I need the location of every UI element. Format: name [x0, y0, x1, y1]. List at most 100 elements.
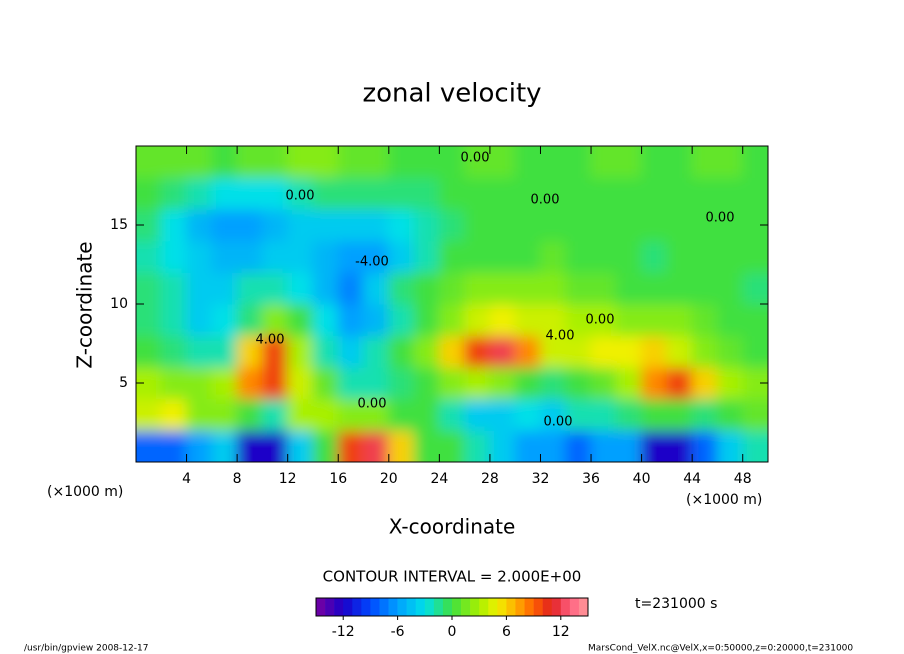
field-cell [186, 366, 213, 400]
field-cell [261, 177, 289, 210]
field-cell [742, 398, 768, 431]
field-cell [413, 429, 440, 462]
field-cell [615, 429, 643, 462]
field-cell [363, 398, 390, 431]
field-cell [539, 146, 567, 179]
colorbar-cell [334, 598, 344, 616]
chart-title: zonal velocity [362, 79, 541, 109]
field-cell [337, 429, 365, 462]
field-cell [464, 303, 491, 337]
field-cell [438, 398, 466, 431]
field-cell [211, 208, 238, 242]
field-cell [337, 303, 365, 337]
field-cell [438, 271, 466, 305]
field-cell [742, 271, 768, 305]
field-cell [337, 146, 365, 179]
contour-label: 4.00 [546, 329, 575, 344]
field-cell [464, 177, 491, 210]
field-cell [363, 366, 390, 400]
colorbar-cell [442, 598, 453, 616]
field-layer [136, 146, 768, 462]
field-cell [136, 303, 162, 337]
field-cell [489, 271, 516, 305]
colorbar-cell [433, 598, 444, 616]
contour-label: 0.00 [461, 151, 490, 166]
field-cell [691, 177, 718, 210]
field-cell [590, 398, 617, 431]
field-cell [666, 177, 693, 210]
colorbar-cell [479, 598, 489, 616]
field-cell [691, 146, 718, 179]
field-cell [160, 303, 188, 337]
colorbar-cell [352, 598, 362, 616]
field-cell [312, 366, 339, 400]
field-cell [186, 429, 213, 462]
field-cell [615, 177, 643, 210]
colorbar-tick-label: 12 [552, 624, 570, 640]
field-cell [539, 303, 567, 337]
field-cell [413, 271, 440, 305]
field-cell [287, 303, 314, 337]
field-cell [438, 429, 466, 462]
field-cell [261, 146, 289, 179]
field-cell [615, 398, 643, 431]
field-cell [565, 177, 592, 210]
field-cell [211, 366, 238, 400]
field-cell [337, 335, 365, 368]
colorbar-cell [542, 598, 553, 616]
field-cell [186, 335, 213, 368]
field-cell [641, 429, 668, 462]
field-cell [312, 303, 339, 337]
field-cell [160, 146, 188, 179]
field-cell [261, 271, 289, 305]
colorbar-cell [461, 598, 471, 616]
field-cell [287, 271, 314, 305]
x-tick-label: 48 [734, 471, 752, 487]
footer-right: MarsCond_VelX.nc@VelX,x=0:50000,z=0:2000… [588, 644, 853, 654]
field-cell [160, 240, 188, 273]
field-cell [691, 240, 718, 273]
field-cell [236, 240, 263, 273]
field-cell [312, 240, 339, 273]
contour-label: -4.00 [355, 255, 389, 270]
colorbar-cell [533, 598, 543, 616]
field-cell [590, 208, 617, 242]
field-cell [489, 303, 516, 337]
colorbar-cell [506, 598, 516, 616]
field-cell [438, 366, 466, 400]
field-cell [261, 366, 289, 400]
colorbar-cell [343, 598, 353, 616]
field-cell [413, 335, 440, 368]
field-cell [590, 271, 617, 305]
field-cell [514, 429, 541, 462]
field-cell [716, 366, 744, 400]
field-cell [565, 271, 592, 305]
contour-label: 0.00 [286, 189, 315, 204]
x-axis-label: X-coordinate [389, 515, 516, 539]
field-cell [742, 240, 768, 273]
colorbar-cell [406, 598, 417, 616]
field-cell [211, 240, 238, 273]
field-cell [565, 303, 592, 337]
colorbar-cell [560, 598, 571, 616]
field-cell [464, 366, 491, 400]
colorbar-tick-label: 6 [502, 624, 511, 640]
field-cell [186, 177, 213, 210]
contour-label: 0.00 [544, 415, 573, 430]
x-tick-label: 12 [279, 471, 297, 487]
field-cell [716, 429, 744, 462]
field-cell [615, 146, 643, 179]
field-cell [464, 398, 491, 431]
field-cell [261, 429, 289, 462]
field-cell [565, 398, 592, 431]
field-cell [489, 335, 516, 368]
x-tick-label: 28 [481, 471, 499, 487]
field-cell [236, 366, 263, 400]
field-cell [312, 271, 339, 305]
field-cell [337, 398, 365, 431]
field-cell [363, 208, 390, 242]
field-cell [186, 271, 213, 305]
field-cell [691, 429, 718, 462]
x-tick-label: 16 [329, 471, 347, 487]
field-cell [565, 240, 592, 273]
